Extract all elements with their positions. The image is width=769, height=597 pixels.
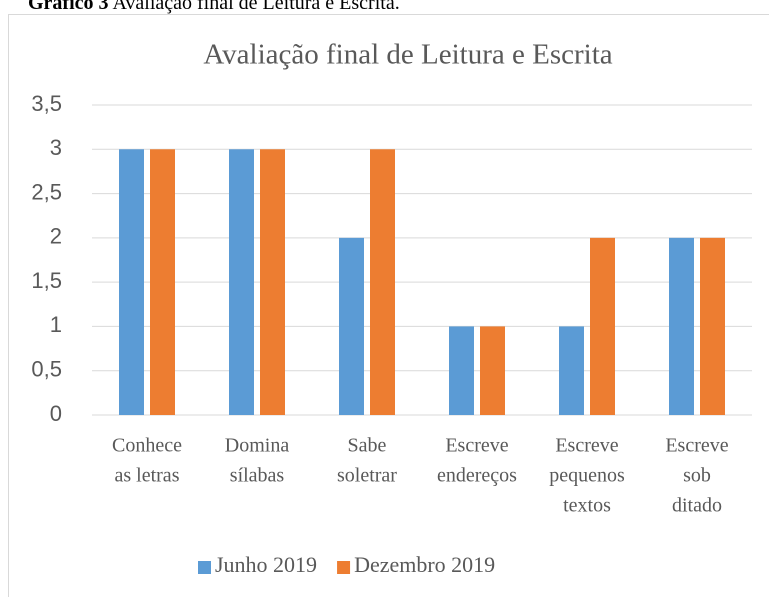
bar bbox=[260, 149, 285, 416]
x-tick-label: as letras bbox=[115, 465, 180, 487]
legend-label: Dezembro 2019 bbox=[354, 552, 495, 577]
bar bbox=[700, 237, 725, 415]
bar bbox=[669, 237, 694, 415]
x-tick-label: sílabas bbox=[230, 465, 285, 487]
x-tick-label: sob bbox=[683, 465, 711, 487]
bar bbox=[480, 326, 505, 415]
y-tick-label: 0 bbox=[50, 401, 62, 426]
caption-label: Gráfico 3 bbox=[28, 0, 109, 14]
y-tick-label: 2,5 bbox=[31, 179, 62, 204]
y-tick-label: 2 bbox=[50, 224, 62, 249]
y-tick-label: 0,5 bbox=[31, 357, 62, 382]
bar bbox=[590, 237, 615, 415]
legend-swatch bbox=[198, 561, 211, 574]
x-tick-label: Escreve bbox=[445, 435, 508, 457]
y-tick-label: 3 bbox=[50, 135, 62, 160]
legend-label: Junho 2019 bbox=[215, 552, 317, 577]
bar bbox=[119, 149, 144, 416]
legend-swatch bbox=[337, 561, 351, 574]
x-tick-label: Domina bbox=[225, 435, 290, 457]
bar bbox=[339, 237, 364, 415]
bar bbox=[559, 326, 584, 415]
x-tick-label: pequenos bbox=[549, 465, 625, 487]
x-tick-label: ditado bbox=[672, 495, 722, 517]
y-tick-label: 1,5 bbox=[31, 268, 62, 293]
chart-title: Avaliação final de Leitura e Escrita bbox=[203, 39, 612, 71]
x-tick-label: soletrar bbox=[337, 465, 397, 487]
x-tick-label: textos bbox=[563, 495, 611, 517]
bar bbox=[370, 149, 395, 416]
bar bbox=[150, 149, 175, 416]
x-tick-label: Sabe bbox=[348, 435, 387, 457]
caption-text: Avaliação final de Leitura e Escrita. bbox=[112, 0, 399, 14]
chart-border bbox=[8, 14, 769, 597]
x-tick-label: Escreve bbox=[665, 435, 728, 457]
caption: Gráfico 3 Avaliação final de Leitura e E… bbox=[28, 0, 400, 14]
bar bbox=[449, 326, 474, 415]
y-tick-label: 1 bbox=[50, 312, 62, 337]
bar bbox=[229, 149, 254, 416]
x-tick-label: Conhece bbox=[112, 435, 182, 457]
y-tick-label: 3,5 bbox=[31, 91, 62, 116]
x-tick-label: endereços bbox=[437, 465, 517, 487]
x-tick-label: Escreve bbox=[555, 435, 618, 457]
